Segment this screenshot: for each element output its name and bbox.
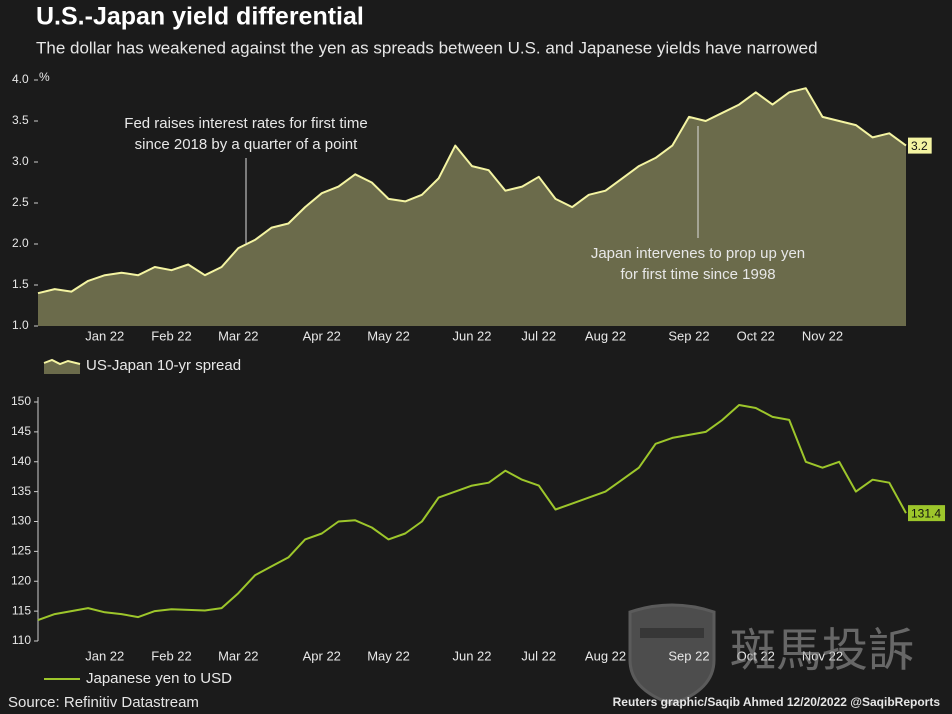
x-tick-label: Aug 22 [585, 328, 626, 343]
y-tick-label: 3.5 [12, 113, 29, 127]
annotation: since 2018 by a quarter of a point [135, 136, 358, 153]
x-tick-label: Mar 22 [218, 328, 258, 343]
annotation: for first time since 1998 [620, 266, 775, 283]
watermark-logo [628, 603, 716, 706]
y-tick-label: 125 [11, 544, 31, 558]
last-value-box [908, 137, 932, 154]
x-tick-label: Oct 22 [737, 648, 775, 663]
x-tick-label: Mar 22 [218, 648, 258, 663]
legend-label: Japanese yen to USD [86, 670, 232, 687]
y-tick-label: 135 [11, 484, 31, 498]
watermark: 斑馬投訴 [730, 624, 914, 676]
y-tick-label: 3.0 [12, 154, 29, 168]
x-tick-label: Feb 22 [151, 328, 191, 343]
y-tick-label: 1.5 [12, 277, 29, 291]
y-tick-label: 2.0 [12, 236, 29, 250]
x-tick-label: Aug 22 [585, 648, 626, 663]
y-tick-label: 2.5 [12, 195, 29, 209]
legend-swatch-line [43, 358, 81, 366]
x-tick-label: Oct 22 [737, 328, 775, 343]
x-tick-label: May 22 [367, 648, 410, 663]
area [38, 88, 906, 326]
x-tick-label: Jun 22 [452, 648, 491, 663]
last-value-label: 3.2 [911, 139, 928, 153]
legend-label: US-Japan 10-yr spread [86, 357, 241, 374]
x-tick-label: Apr 22 [303, 328, 341, 343]
annotation: Fed raises interest rates for first time [124, 115, 367, 132]
annotation: Japan intervenes to prop up yen [591, 245, 805, 262]
x-tick-label: Sep 22 [668, 328, 709, 343]
title: U.S.-Japan yield differential [36, 3, 364, 31]
line [37, 404, 907, 622]
y-tick-label: 1.0 [12, 318, 29, 332]
x-tick-label: Apr 22 [303, 648, 341, 663]
y-unit: % [39, 70, 50, 84]
x-tick-label: Jul 22 [521, 328, 556, 343]
y-tick-label: 130 [11, 514, 31, 528]
x-tick-label: Sep 22 [668, 648, 709, 663]
x-tick-label: Feb 22 [151, 648, 191, 663]
line [37, 87, 907, 295]
x-tick-label: Nov 22 [802, 648, 843, 663]
y-tick-label: 145 [11, 424, 31, 438]
y-tick-label: 110 [12, 633, 31, 647]
subtitle: The dollar has weakened against the yen … [36, 38, 818, 57]
source: Source: Refinitiv Datastream [8, 694, 199, 711]
credit: Reuters graphic/Saqib Ahmed 12/20/2022 @… [613, 695, 941, 709]
y-tick-label: 115 [12, 603, 31, 617]
y-tick-label: 120 [11, 573, 31, 587]
x-tick-label: Jan 22 [85, 648, 124, 663]
last-value-box [908, 505, 946, 522]
last-value-label: 131.4 [911, 506, 941, 520]
y-tick-label: 150 [11, 394, 31, 408]
x-tick-label: Jan 22 [85, 328, 124, 343]
y-tick-label: 4.0 [12, 72, 29, 86]
y-tick-label: 140 [11, 454, 31, 468]
x-tick-label: Jun 22 [452, 328, 491, 343]
x-tick-label: May 22 [367, 328, 410, 343]
legend-swatch [44, 360, 80, 374]
x-tick-label: Nov 22 [802, 328, 843, 343]
x-tick-label: Jul 22 [521, 648, 556, 663]
